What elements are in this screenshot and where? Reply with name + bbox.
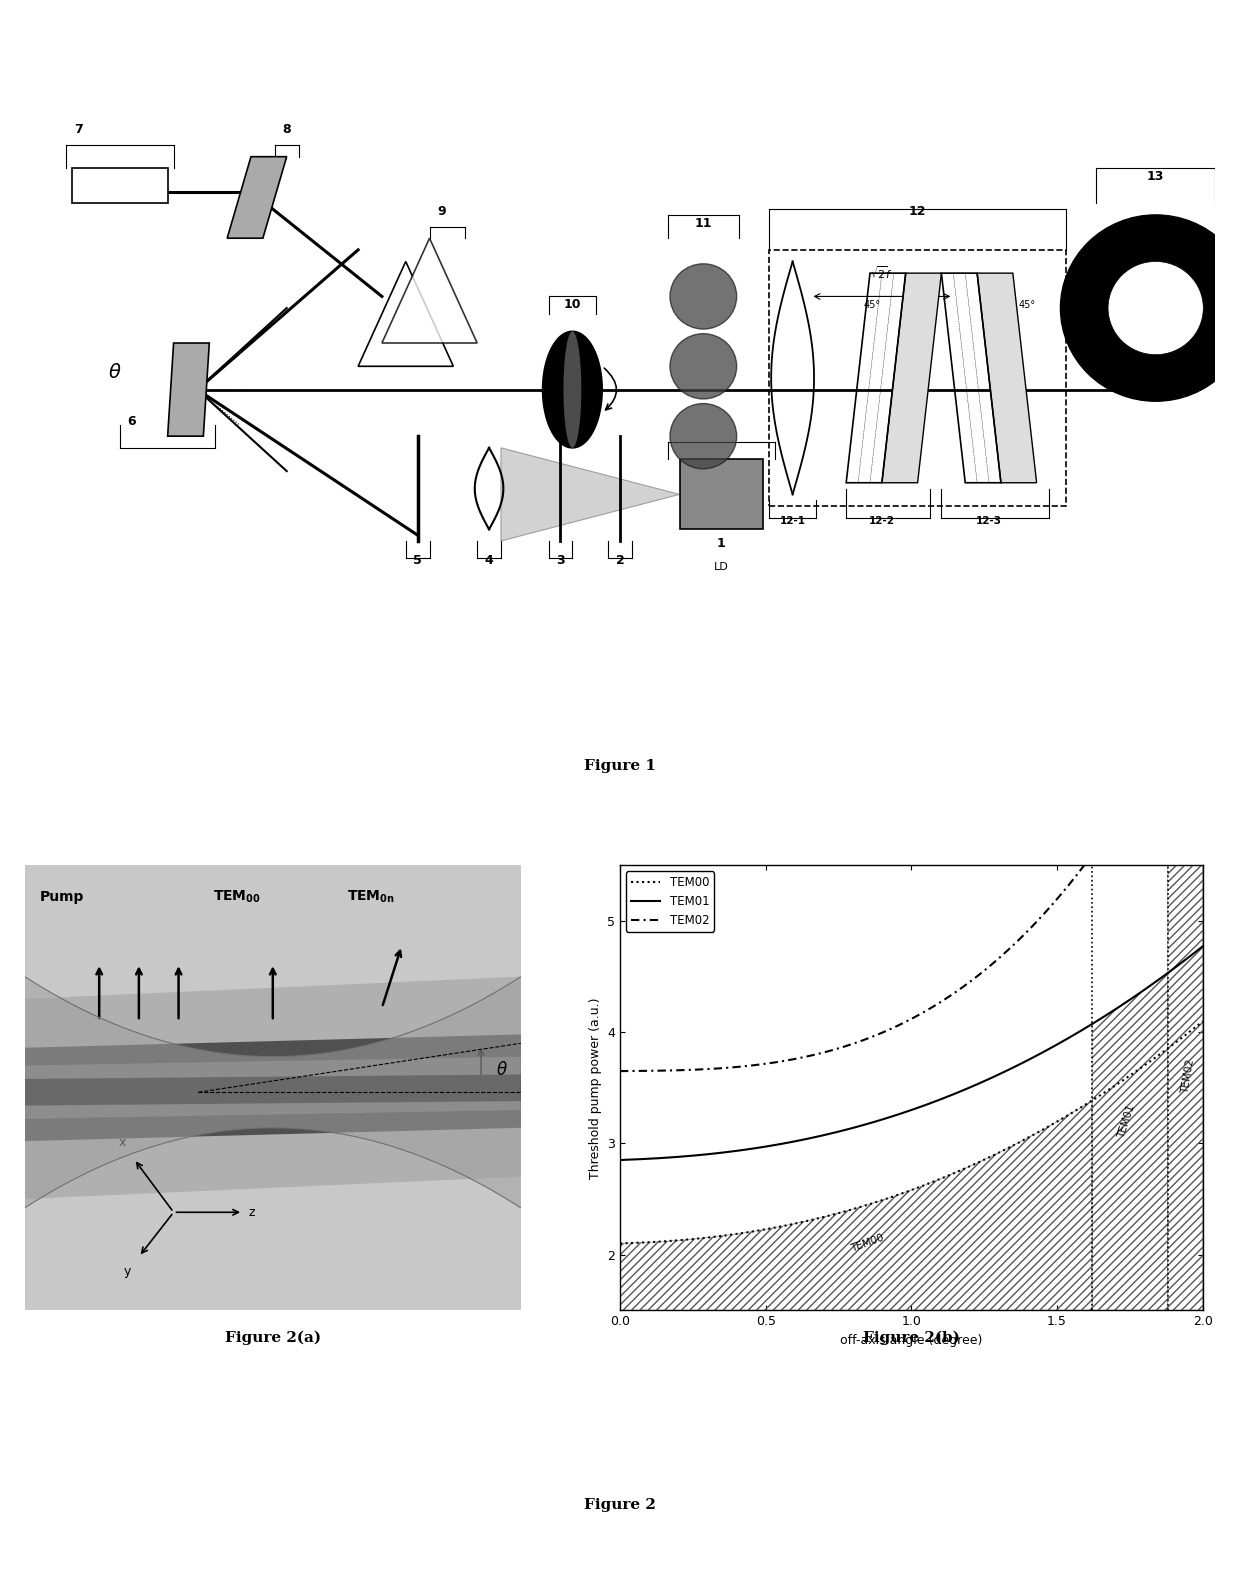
Text: Figure 2(b): Figure 2(b): [863, 1331, 960, 1345]
Text: Figure 1: Figure 1: [584, 759, 656, 773]
Text: 3: 3: [557, 554, 564, 567]
Polygon shape: [882, 273, 941, 483]
Text: x: x: [119, 1135, 126, 1148]
Text: 6: 6: [128, 414, 136, 427]
Polygon shape: [227, 157, 286, 238]
Legend: TEM00, TEM01, TEM02: TEM00, TEM01, TEM02: [626, 872, 714, 932]
Text: TEM00: TEM00: [849, 1232, 885, 1255]
Polygon shape: [563, 332, 582, 448]
Text: 2: 2: [615, 554, 625, 567]
Circle shape: [1060, 214, 1240, 402]
Text: 13: 13: [1147, 170, 1164, 183]
Text: 11: 11: [694, 216, 712, 230]
Text: 12-3: 12-3: [976, 516, 1002, 526]
Polygon shape: [501, 448, 680, 542]
Bar: [769, 249, 1066, 507]
Text: Figure 2: Figure 2: [584, 1497, 656, 1512]
Text: 10: 10: [564, 299, 582, 311]
Text: 5: 5: [413, 554, 422, 567]
Circle shape: [670, 264, 737, 329]
Text: 12-1: 12-1: [780, 516, 806, 526]
Polygon shape: [25, 865, 521, 1310]
Y-axis label: Threshold pump power (a.u.): Threshold pump power (a.u.): [589, 997, 601, 1178]
Text: z: z: [248, 1205, 254, 1218]
X-axis label: off-axis angle (degree): off-axis angle (degree): [841, 1334, 982, 1347]
Circle shape: [670, 403, 737, 468]
Polygon shape: [25, 1075, 521, 1105]
Polygon shape: [167, 343, 210, 437]
Text: 7: 7: [74, 124, 83, 137]
Text: TEM02: TEM02: [1180, 1059, 1197, 1094]
Polygon shape: [977, 273, 1037, 483]
Text: $\theta$: $\theta$: [108, 364, 122, 383]
Polygon shape: [680, 459, 763, 529]
Text: TEM01: TEM01: [1117, 1104, 1137, 1139]
Text: 12: 12: [909, 205, 926, 218]
Text: TEM$_{\mathbf{00}}$: TEM$_{\mathbf{00}}$: [213, 889, 262, 905]
Polygon shape: [382, 238, 477, 343]
Polygon shape: [72, 168, 167, 203]
Text: $\theta$: $\theta$: [496, 1061, 508, 1078]
Text: y: y: [124, 1264, 131, 1277]
Text: 9: 9: [438, 205, 445, 218]
Polygon shape: [25, 977, 521, 1199]
Text: TEM$_{\mathbf{0n}}$: TEM$_{\mathbf{0n}}$: [347, 889, 396, 905]
Text: 12-2: 12-2: [869, 516, 895, 526]
Polygon shape: [358, 262, 454, 367]
Text: Figure 2(a): Figure 2(a): [224, 1331, 321, 1345]
Circle shape: [1109, 262, 1203, 354]
Circle shape: [670, 333, 737, 399]
Text: 4: 4: [485, 554, 494, 567]
Text: 45°: 45°: [864, 300, 882, 310]
Text: $\sqrt{2}f$: $\sqrt{2}f$: [870, 264, 894, 281]
Polygon shape: [25, 1034, 521, 1142]
Text: 1: 1: [717, 537, 725, 549]
Text: 8: 8: [283, 124, 291, 137]
Polygon shape: [25, 1056, 521, 1120]
Polygon shape: [543, 332, 603, 448]
Text: 45°: 45°: [1019, 300, 1035, 310]
Text: LD: LD: [714, 562, 729, 572]
Text: Pump: Pump: [40, 889, 84, 904]
